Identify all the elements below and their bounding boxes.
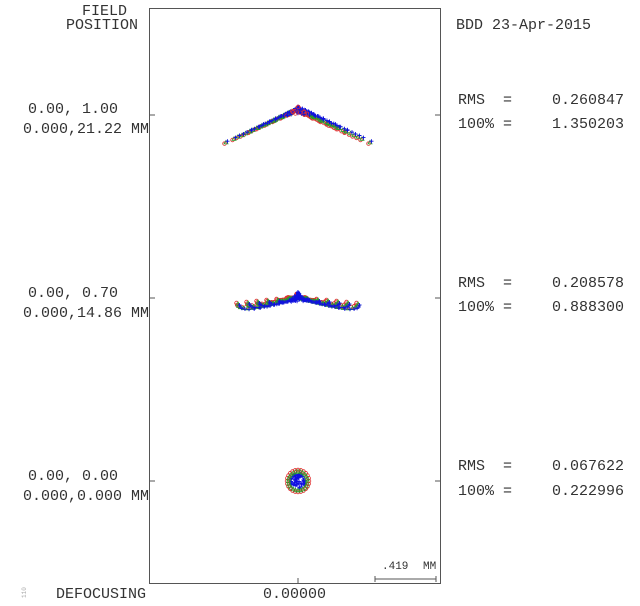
eq-3a: =	[503, 459, 512, 475]
eq-2b: =	[503, 300, 512, 316]
full-label-3: 100%	[458, 484, 494, 500]
full-label-1: 100%	[458, 117, 494, 133]
scale-value: .419	[382, 559, 408, 575]
spot-plot	[0, 0, 640, 606]
field-2-coords: 0.000,14.86 MM	[23, 306, 149, 322]
full-value-3: 0.222996	[552, 484, 624, 500]
eq-1b: =	[503, 117, 512, 133]
field-3-position: 0.00, 0.00	[28, 469, 118, 485]
field-3-coords: 0.000,0.000 MM	[23, 489, 149, 505]
full-value-1: 1.350203	[552, 117, 624, 133]
date-stamp: BDD 23-Apr-2015	[456, 18, 591, 34]
side-code: 110	[22, 587, 28, 598]
rms-label-1: RMS	[458, 93, 485, 109]
field-1-position: 0.00, 1.00	[28, 102, 118, 118]
eq-3b: =	[503, 484, 512, 500]
position-label: POSITION	[66, 18, 138, 34]
rms-label-3: RMS	[458, 459, 485, 475]
eq-1a: =	[503, 93, 512, 109]
rms-value-3: 0.067622	[552, 459, 624, 475]
full-label-2: 100%	[458, 300, 494, 316]
defocusing-label: DEFOCUSING	[56, 587, 146, 603]
eq-2a: =	[503, 276, 512, 292]
field-1-coords: 0.000,21.22 MM	[23, 122, 149, 138]
field-2-position: 0.00, 0.70	[28, 286, 118, 302]
full-value-2: 0.888300	[552, 300, 624, 316]
rms-value-2: 0.208578	[552, 276, 624, 292]
rms-value-1: 0.260847	[552, 93, 624, 109]
rms-label-2: RMS	[458, 276, 485, 292]
scale-unit: MM	[423, 559, 436, 575]
defocusing-value: 0.00000	[263, 587, 326, 603]
